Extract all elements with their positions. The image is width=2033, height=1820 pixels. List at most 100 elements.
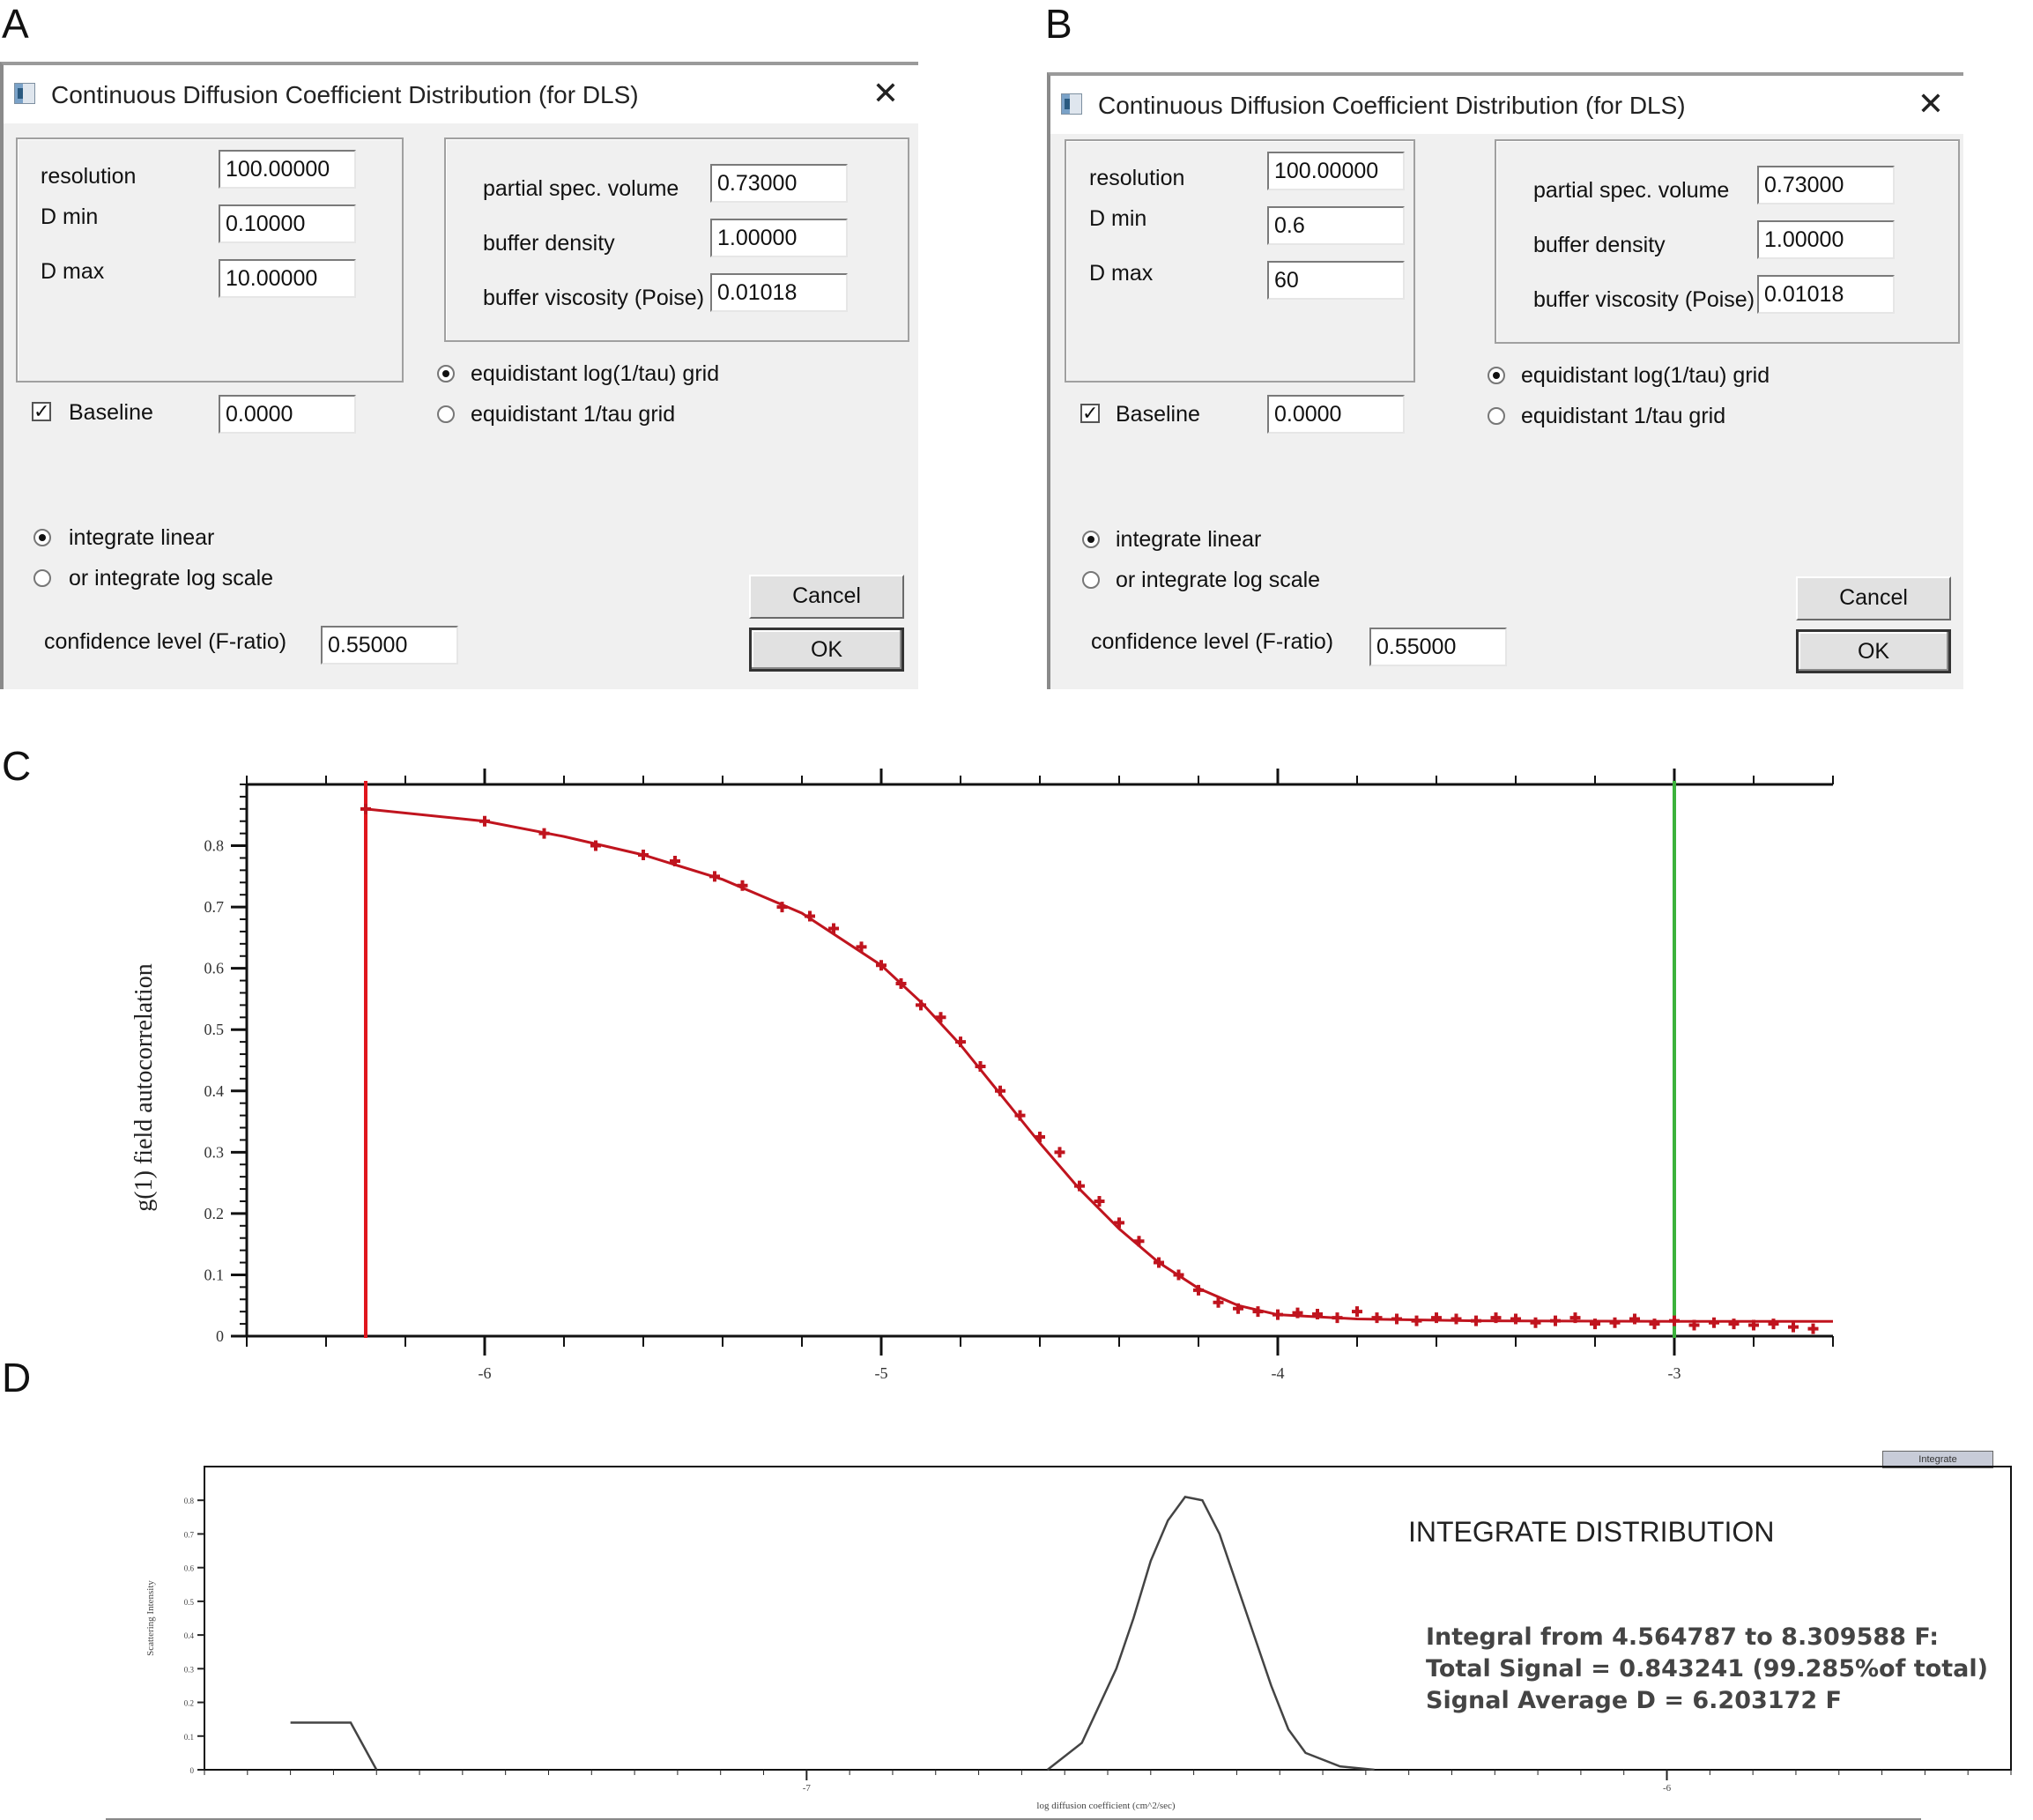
ok-button[interactable]: OK — [749, 628, 904, 672]
integrate-log-radio[interactable] — [1082, 571, 1100, 589]
cancel-button[interactable]: Cancel — [1796, 576, 1951, 620]
close-icon[interactable]: ✕ — [1917, 85, 1944, 122]
data-point — [1609, 1317, 1621, 1328]
data-point — [955, 1036, 966, 1048]
integrate-log-radio[interactable] — [33, 569, 51, 587]
data-point — [1807, 1323, 1819, 1334]
integral-range: Integral from 4.564787 to 8.309588 F: — [1426, 1623, 1940, 1651]
plot-frame — [204, 1466, 2012, 1771]
data-point — [916, 999, 926, 1011]
baseline-input[interactable] — [1267, 395, 1405, 434]
data-point — [1688, 1319, 1700, 1331]
baseline-checkbox[interactable]: ✓ — [32, 400, 51, 422]
dmax-label: D max — [1089, 261, 1154, 286]
viscosity-input[interactable] — [1757, 275, 1895, 314]
data-point — [1292, 1307, 1303, 1319]
integrate-title: INTEGRATE DISTRIBUTION — [1408, 1516, 1775, 1548]
data-point — [638, 849, 649, 860]
grid-log-radio[interactable] — [1488, 367, 1505, 384]
data-point — [1035, 1131, 1045, 1142]
x-tick-label: -3 — [1668, 1364, 1681, 1382]
title-bar[interactable]: Continuous Diffusion Coefficient Distrib… — [1050, 76, 1963, 134]
data-point — [1272, 1309, 1283, 1320]
y-tick-label: 0.1 — [204, 1266, 225, 1283]
dmax-input[interactable] — [1267, 261, 1405, 300]
data-point — [1709, 1317, 1719, 1328]
data-point — [895, 978, 907, 990]
data-point — [1054, 1147, 1065, 1158]
data-point — [1788, 1321, 1799, 1333]
data-point — [1748, 1319, 1759, 1331]
grid-log-radio[interactable] — [437, 365, 455, 383]
distribution-chart: -7 -6 0 0.1 0.2 0.3 0.4 0.5 0.6 0.7 0.8 Scattering… — [106, 1466, 2012, 1820]
panel-label-a: A — [2, 1, 29, 47]
resolution-input[interactable] — [219, 150, 356, 189]
signal-average: Signal Average D = 6.203172 F — [1426, 1687, 1842, 1714]
data-point — [1530, 1317, 1541, 1328]
viscosity-label: buffer viscosity (Poise) — [483, 286, 705, 310]
baseline-checkbox[interactable]: ✓ — [1080, 402, 1100, 424]
dmin-label: D min — [41, 204, 99, 229]
dmin-label: D min — [1089, 206, 1147, 231]
data-point — [1510, 1313, 1521, 1325]
data-point — [1569, 1312, 1581, 1324]
data-point — [709, 871, 720, 882]
cancel-button[interactable]: Cancel — [749, 575, 904, 619]
total-signal: Total Signal = 0.843241 (99.285%of total… — [1426, 1655, 1988, 1683]
integrate-log-label: or integrate log scale — [69, 566, 274, 591]
integrate-tab[interactable]: Integrate — [1882, 1451, 1993, 1468]
dialog-b: Continuous Diffusion Coefficient Distrib… — [1047, 72, 1963, 689]
dialog-title: Continuous Diffusion Coefficient Distrib… — [1098, 92, 1686, 119]
grid-linear-radio[interactable] — [1488, 407, 1505, 425]
title-bar[interactable]: Continuous Diffusion Coefficient Distrib… — [4, 65, 918, 123]
app-icon — [14, 83, 35, 104]
integrate-linear-radio[interactable] — [1082, 531, 1100, 548]
grid-log-label: equidistant log(1/tau) grid — [471, 361, 720, 386]
integrate-linear-radio[interactable] — [33, 529, 51, 546]
y-tick-label: 0.7 — [184, 1530, 195, 1539]
distribution-edge-line — [290, 1721, 378, 1771]
grid-linear-label: equidistant 1/tau grid — [471, 402, 676, 427]
resolution-label: resolution — [41, 164, 137, 189]
data-point — [776, 902, 788, 913]
psv-input[interactable] — [1757, 166, 1895, 204]
resolution-label: resolution — [1089, 166, 1185, 190]
data-point — [1312, 1308, 1323, 1319]
data-point — [1431, 1312, 1442, 1324]
data-point — [1471, 1315, 1481, 1326]
density-input[interactable] — [710, 219, 848, 257]
y-tick-label: 0.3 — [184, 1665, 195, 1674]
psv-label: partial spec. volume — [1533, 178, 1730, 203]
data-point — [1768, 1319, 1779, 1330]
resolution-input[interactable] — [1267, 152, 1405, 190]
viscosity-input[interactable] — [710, 273, 848, 312]
data-point — [876, 960, 887, 971]
density-label: buffer density — [1533, 233, 1666, 257]
dmax-input[interactable] — [219, 259, 356, 298]
fit-line — [365, 807, 1833, 1323]
x-tick-label: -6 — [1663, 1783, 1672, 1794]
panel-label-b: B — [1045, 1, 1072, 47]
data-point — [1133, 1236, 1145, 1247]
density-input[interactable] — [1757, 220, 1895, 259]
dialog-title: Continuous Diffusion Coefficient Distrib… — [51, 81, 639, 108]
confidence-input[interactable] — [321, 626, 458, 665]
ok-button[interactable]: OK — [1796, 629, 1951, 673]
close-icon[interactable]: ✕ — [872, 75, 899, 111]
data-point — [805, 910, 815, 922]
data-point — [935, 1012, 946, 1023]
distribution-peak-line — [1046, 1496, 1375, 1772]
data-point — [1391, 1313, 1402, 1325]
dmin-input[interactable] — [219, 204, 356, 243]
dmin-input[interactable] — [1267, 206, 1405, 245]
grid-linear-radio[interactable] — [437, 405, 455, 423]
baseline-label: Baseline — [69, 400, 153, 425]
baseline-input[interactable] — [219, 395, 356, 434]
y-tick-label: 0.2 — [204, 1205, 225, 1222]
x-axis-label: log diffusion coefficient (cm^2/sec) — [1036, 1801, 1176, 1811]
confidence-input[interactable] — [1369, 628, 1507, 666]
y-axis-label: g(1) field autocorrelation — [130, 963, 158, 1211]
psv-input[interactable] — [710, 164, 848, 203]
autocorrelation-chart: -6 -5 -4 -3 0 0.1 0.2 0.3 0.4 0.5 0.6 0.7 0.8 g(1) f… — [130, 769, 1834, 1382]
dialog-a: Continuous Diffusion Coefficient Distrib… — [0, 62, 918, 689]
